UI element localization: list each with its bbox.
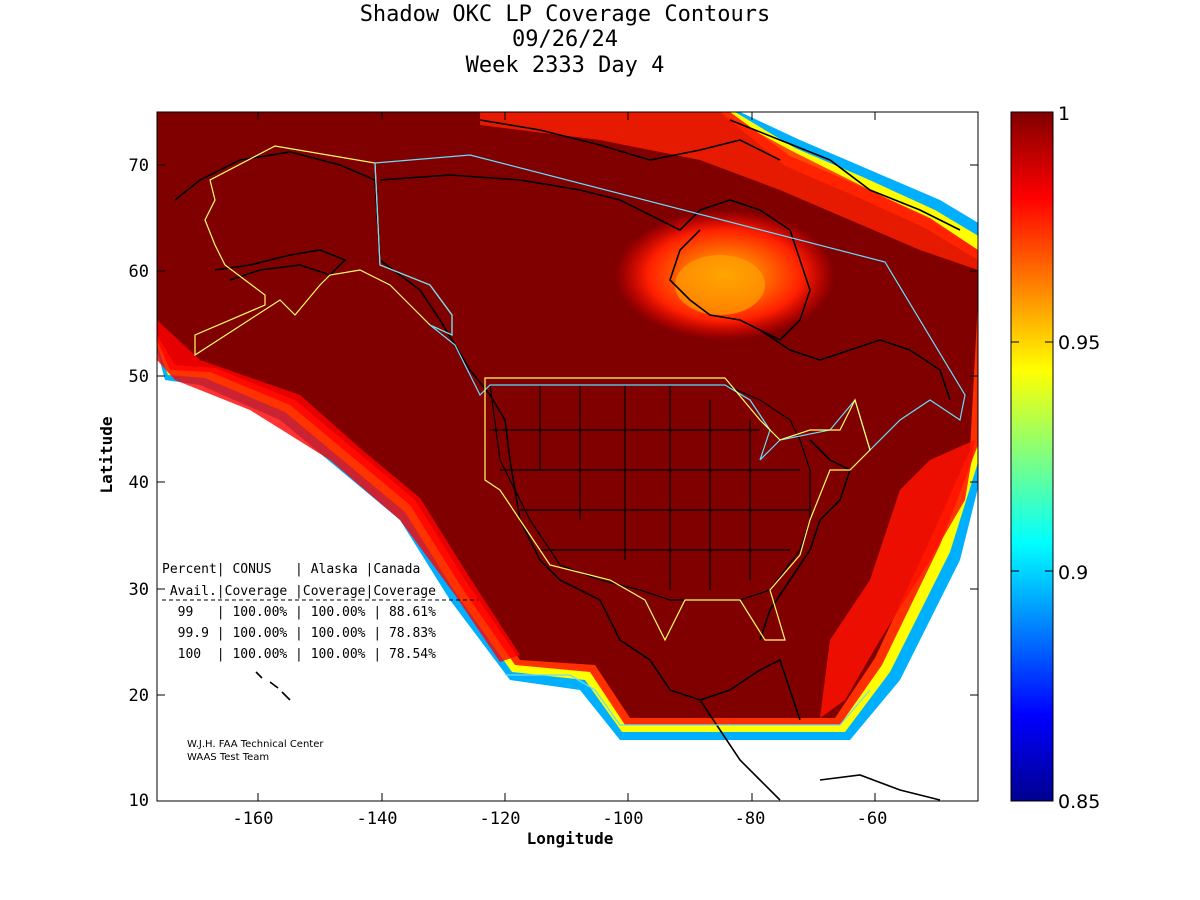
y-tick-label: 30 [129,580,149,600]
table-row: 99.9 | 100.00% | 100.00% | 78.83% [162,626,436,641]
colorbar-tick-label: 0.85 [1058,791,1100,813]
coverage-contours [157,112,978,801]
credit-line1: W.J.H. FAA Technical Center [187,739,324,750]
y-tick-label: 20 [129,686,149,706]
coastlines [174,119,961,801]
x-tick-label: -60 [857,809,888,829]
coverage-table: Percent| CONUS | Alaska |Canada Avail.|C… [162,562,478,662]
table-row: 100 | 100.00% | 100.00% | 78.54% [162,647,436,662]
colorbar-tick-label: 1 [1058,103,1070,125]
y-tick-label: 50 [129,367,149,387]
y-tick-label: 10 [129,791,149,811]
y-tick-label: 60 [129,262,149,282]
y-tick-label: 70 [129,156,149,176]
chart-title-line1: Shadow OKC LP Coverage Contours [359,2,771,27]
plot-frame [156,111,979,802]
table-row: 99 | 100.00% | 100.00% | 88.61% [162,605,436,620]
colorbar-tick-label: 0.9 [1058,562,1088,584]
chart-title-line3: Week 2333 Day 4 [465,53,665,78]
colorbar-tick-label: 0.95 [1058,332,1100,354]
table-header-1: Percent| CONUS | Alaska |Canada [162,562,420,577]
x-tick-label: -120 [480,809,521,829]
x-axis-label: Longitude [527,829,614,848]
x-tick-label: -100 [603,809,644,829]
y-tick-label: 40 [129,473,149,493]
x-tick-label: -160 [233,809,274,829]
axis-ticks [157,112,978,801]
region-outlines [194,145,966,726]
x-tick-label: -140 [357,809,398,829]
credit-line2: WAAS Test Team [187,752,269,763]
us-state-boundaries [489,384,811,601]
y-axis-label: Latitude [97,416,116,493]
x-tick-label: -80 [735,809,766,829]
chart-title-line2: 09/26/24 [512,27,618,52]
colorbar-ticks [1011,341,1053,572]
table-header-2: Avail.|Coverage |Coverage|Coverage [162,584,436,599]
colorbar [1010,111,1054,802]
